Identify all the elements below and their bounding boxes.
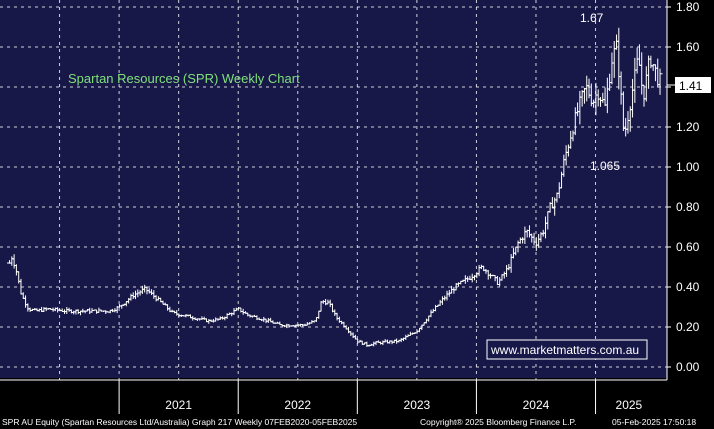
last-price-label: 1.41 xyxy=(679,79,703,93)
y-tick-label: 1.00 xyxy=(676,160,700,174)
y-tick-label: 0.20 xyxy=(676,320,700,334)
last-price-box xyxy=(675,77,711,93)
x-tick-label: 2021 xyxy=(165,398,192,412)
footer-timestamp: 05-Feb-2025 17:50:18 xyxy=(612,417,696,427)
watermark-box xyxy=(486,339,648,360)
y-tick-label: 0.80 xyxy=(676,200,700,214)
price-bars xyxy=(7,27,663,347)
y-tick-label: 1.20 xyxy=(676,120,700,134)
y-tick-label: 0.00 xyxy=(676,360,700,374)
y-tick-label: 1.80 xyxy=(676,0,700,14)
y-tick-label: 0.60 xyxy=(676,240,700,254)
ohlc-bar xyxy=(657,68,663,95)
plot-area xyxy=(0,0,667,378)
high-annotation: 1.67 xyxy=(580,11,604,25)
x-tick-label: 2024 xyxy=(523,398,550,412)
watermark: www.marketmatters.com.au xyxy=(490,343,639,357)
x-tick-label: 2025 xyxy=(616,398,643,412)
gridlines xyxy=(0,0,667,380)
y-axis: 0.000.200.400.600.801.001.201.401.601.80 xyxy=(666,0,700,380)
x-tick-label: 2023 xyxy=(404,398,431,412)
footer-security: SPR AU Equity (Spartan Resources Ltd/Aus… xyxy=(2,417,357,427)
low-annotation: 1.065 xyxy=(590,159,620,173)
chart-title: Spartan Resources (SPR) Weekly Chart xyxy=(68,71,300,86)
y-tick-label: 1.60 xyxy=(676,40,700,54)
x-tick-label: 2022 xyxy=(284,398,311,412)
footer-copyright: Copyright® 2025 Bloomberg Finance L.P. xyxy=(420,417,576,427)
x-axis: 2021 2022 2023 2024 2025 xyxy=(0,379,667,414)
y-tick-label: 0.40 xyxy=(676,280,700,294)
